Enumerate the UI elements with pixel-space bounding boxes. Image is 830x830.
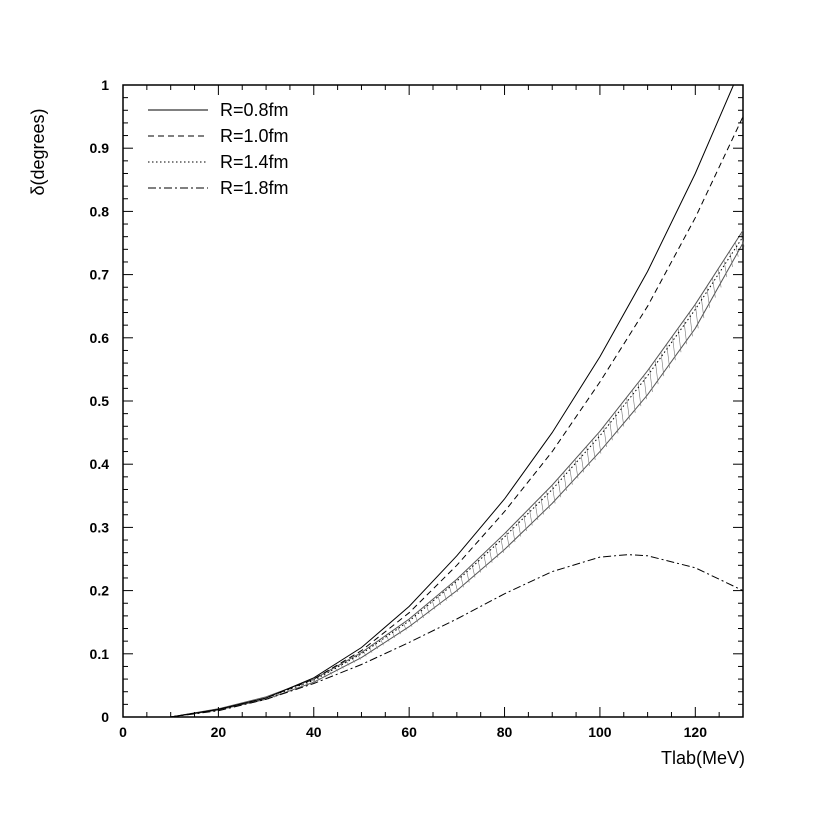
- y-tick-label: 0.9: [90, 140, 110, 156]
- series-line-3: [170, 236, 744, 718]
- band-hatch: [483, 553, 487, 568]
- legend-label: R=1.8fm: [220, 178, 289, 198]
- band-hatch: [357, 654, 361, 660]
- band-hatch: [500, 537, 504, 553]
- band-hatch: [717, 268, 722, 288]
- band-hatch: [489, 548, 493, 563]
- band-hatch: [735, 242, 739, 257]
- band-hatch: [723, 259, 728, 278]
- band-hatch: [546, 490, 550, 509]
- band-hatch: [311, 679, 315, 684]
- band-hatch: [397, 626, 401, 635]
- band-hatch: [654, 359, 659, 385]
- band-hatch: [426, 604, 430, 614]
- band-hatch: [660, 352, 665, 377]
- x-tick-label: 100: [588, 724, 612, 740]
- band-hatch: [323, 673, 327, 678]
- y-tick-label: 0.1: [90, 646, 110, 662]
- band-hatch: [345, 660, 350, 666]
- band-hatch: [586, 446, 590, 467]
- band-hatch: [672, 336, 676, 361]
- x-axis-title: Tlab(MeV): [661, 748, 745, 768]
- series-group: [170, 84, 744, 718]
- band-hatch: [626, 397, 630, 420]
- band-hatch: [340, 664, 344, 669]
- band-hatch: [574, 459, 579, 479]
- series-line-2: [170, 116, 744, 718]
- band-hatch: [569, 465, 573, 485]
- band-hatch: [363, 651, 367, 657]
- y-tick-label: 0.2: [90, 583, 110, 599]
- band-hatch: [511, 525, 516, 543]
- band-hatch: [620, 404, 625, 427]
- band-hatch: [740, 233, 745, 247]
- ticks-group: 0 20 40 60 80 100 120 0 0.1 0.2 0.3 0.4 0.5 0.6 0.7 0.8…: [90, 77, 744, 740]
- band-hatch: [380, 638, 384, 646]
- band-hatch: [729, 251, 733, 267]
- y-tick-label: 0: [101, 709, 109, 725]
- band-hatch: [374, 643, 378, 650]
- band-hatch: [603, 426, 607, 448]
- legend-label: R=1.0fm: [220, 126, 289, 146]
- legend-label: R=1.4fm: [220, 152, 289, 172]
- band-hatch: [523, 514, 527, 532]
- legend-label: R=0.8fm: [220, 100, 289, 120]
- band-hatch: [712, 277, 716, 298]
- x-tick-label: 60: [401, 724, 417, 740]
- band-hatch: [477, 559, 481, 573]
- band-hatch: [328, 670, 333, 675]
- band-hatch: [695, 304, 699, 329]
- y-tick-label: 0.4: [90, 456, 110, 472]
- series-line-4: [170, 554, 744, 718]
- y-tick-label: 0.7: [90, 267, 110, 283]
- band-hatch: [683, 320, 687, 345]
- band-hatch: [431, 599, 436, 610]
- y-tick-label: 0.6: [90, 330, 110, 346]
- x-tick-label: 120: [684, 724, 708, 740]
- band-hatch: [563, 472, 567, 491]
- band-hatch: [534, 502, 539, 521]
- band-hatch: [494, 542, 499, 558]
- x-tick-label: 0: [119, 724, 127, 740]
- x-tick-label: 40: [306, 724, 322, 740]
- y-tick-label: 1: [101, 77, 109, 93]
- legend: R=0.8fm R=1.0fm R=1.4fm R=1.8fm: [148, 100, 289, 198]
- band-hatch: [517, 520, 522, 537]
- band-hatch: [643, 375, 647, 400]
- x-tick-label: 80: [497, 724, 513, 740]
- band-hatch: [551, 485, 556, 504]
- band-hatch: [386, 634, 390, 642]
- band-hatch: [529, 508, 533, 526]
- band-hatch: [609, 419, 613, 441]
- band-hatch: [437, 595, 441, 606]
- y-tick-label: 0.5: [90, 393, 110, 409]
- x-tick-label: 20: [211, 724, 227, 740]
- band-hatch: [580, 452, 584, 473]
- y-tick-label: 0.8: [90, 203, 110, 219]
- band-hatch: [403, 622, 407, 631]
- y-axis-title: δ(degrees): [28, 108, 48, 195]
- band-hatch: [443, 590, 447, 601]
- band-hatch: [706, 286, 710, 308]
- band-hatch: [506, 531, 510, 548]
- y-tick-label: 0.3: [90, 519, 110, 535]
